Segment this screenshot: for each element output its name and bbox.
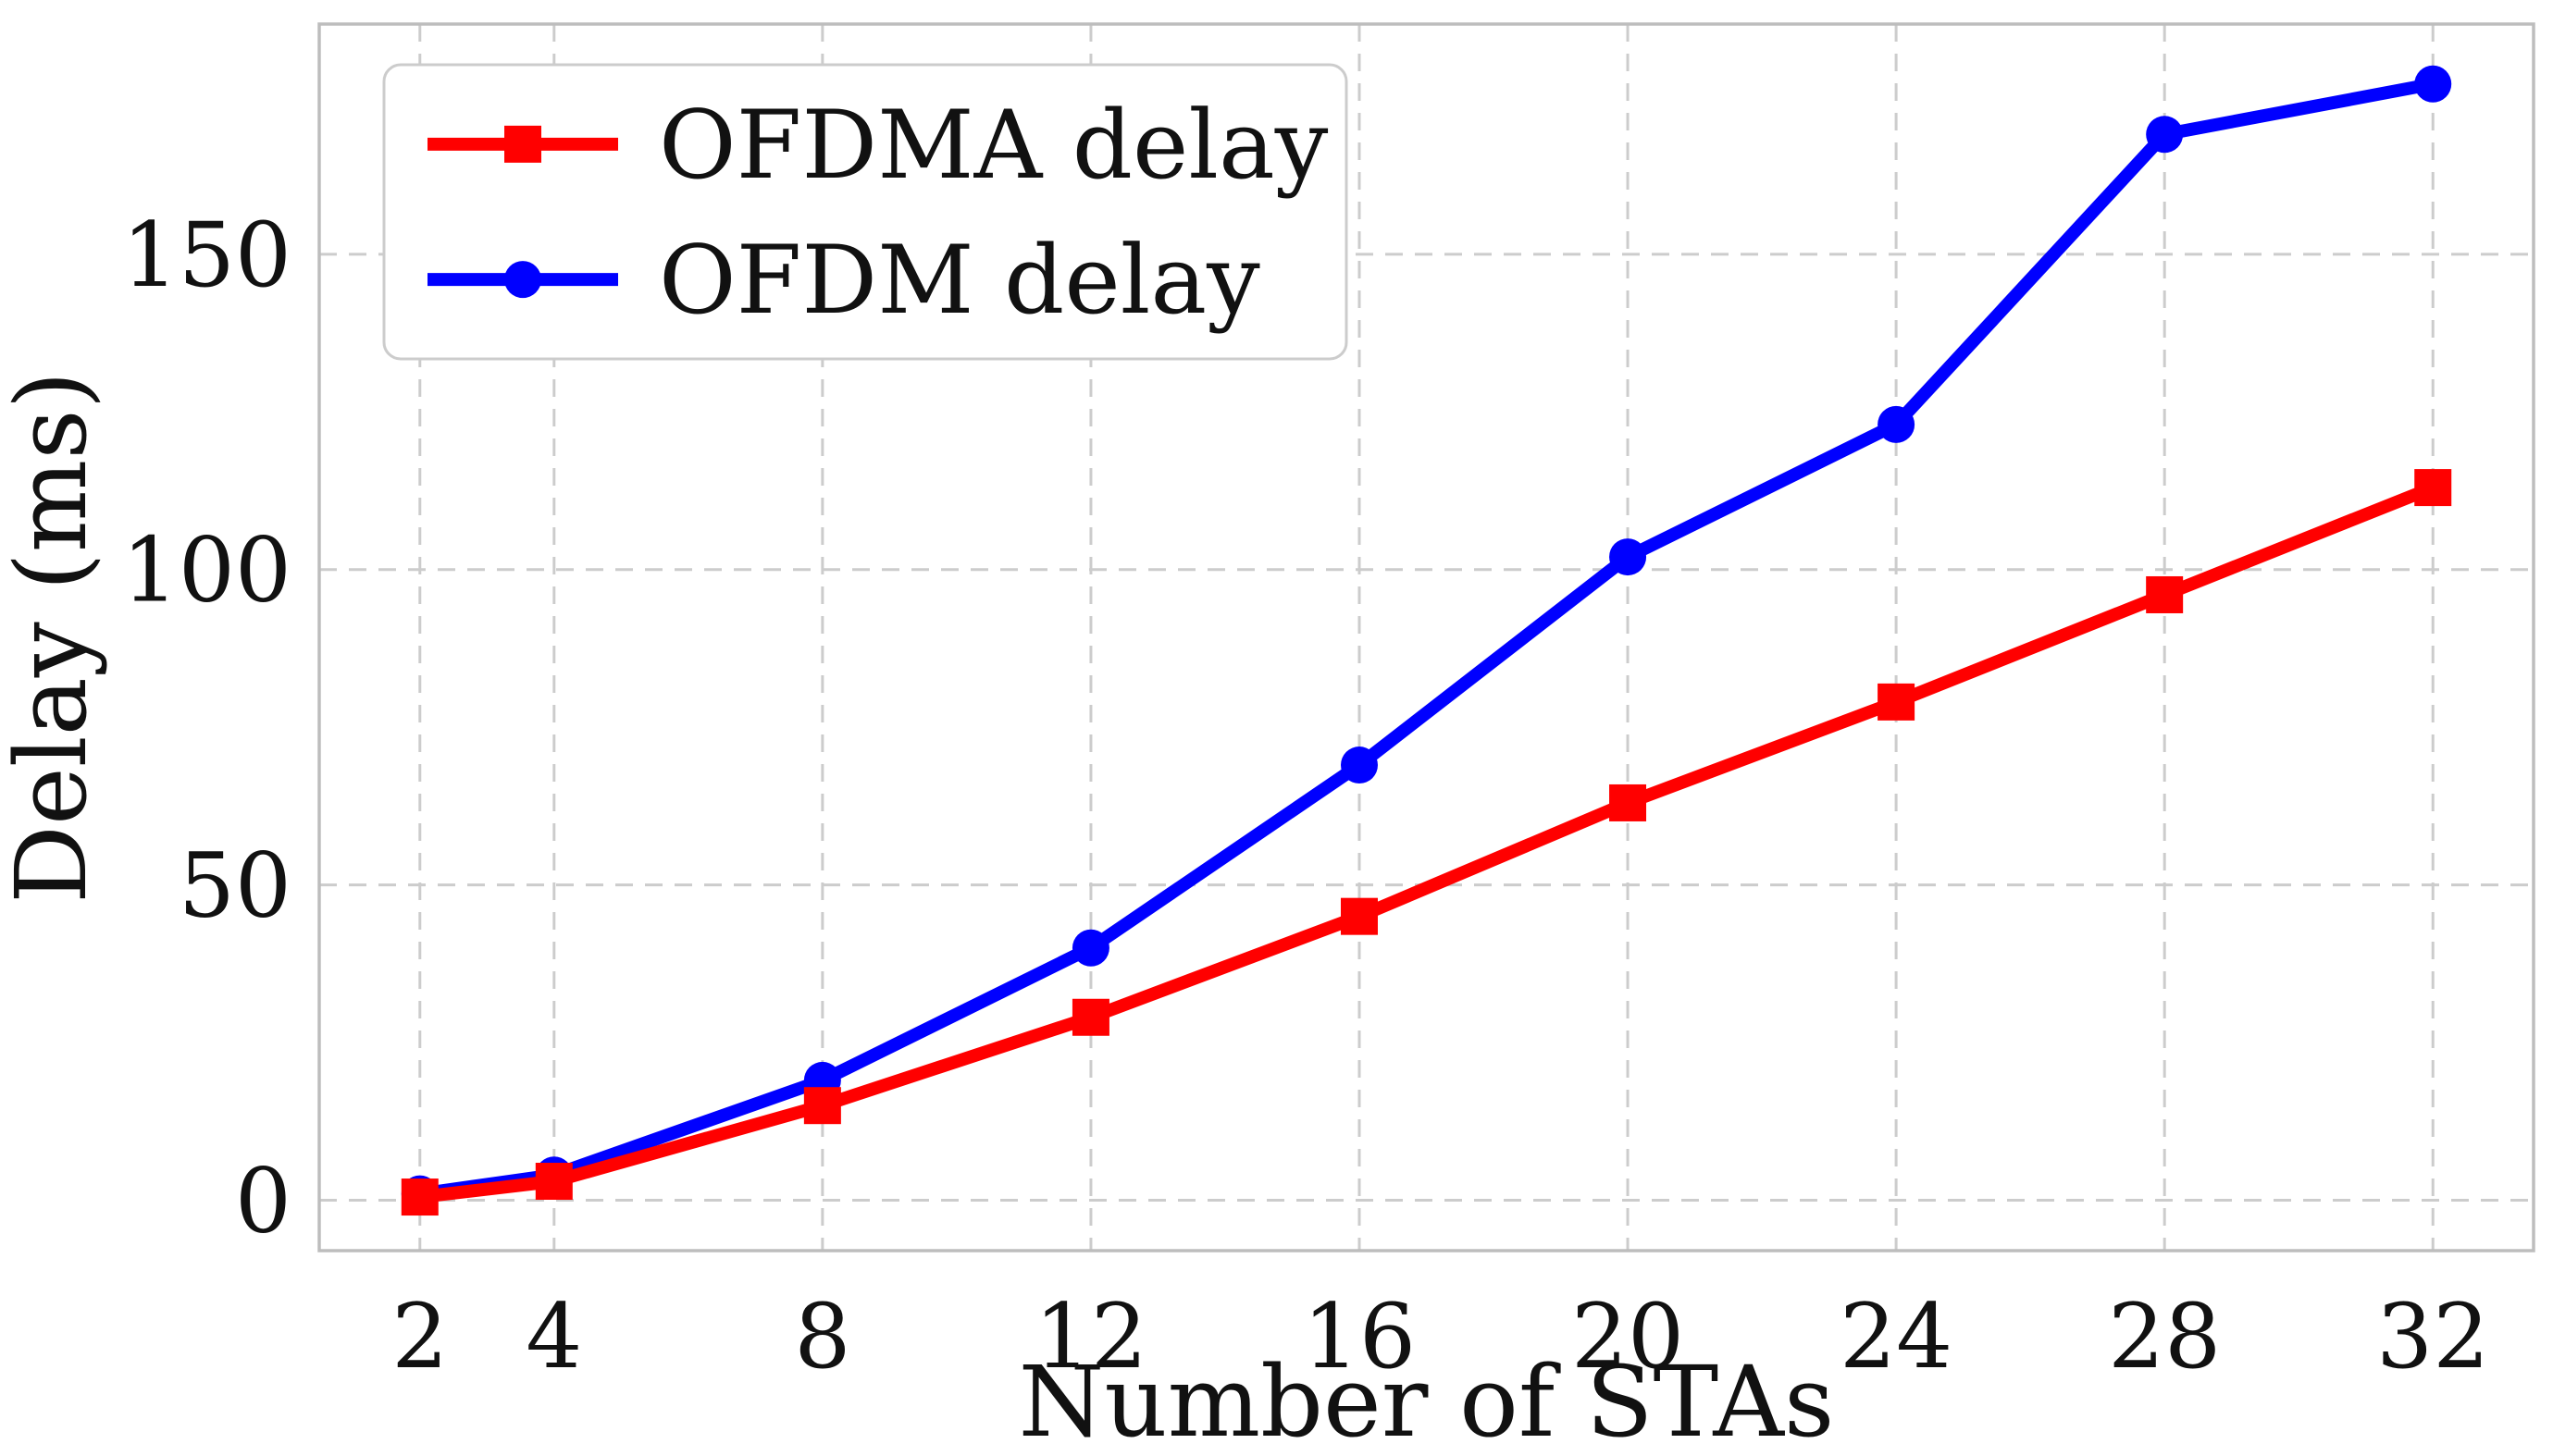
- legend-square-marker-icon: [504, 125, 541, 163]
- y-axis-label: Delay (ms): [0, 371, 108, 904]
- data-point-marker-ofdma-delay: [1609, 784, 1647, 821]
- data-point-marker-ofdm-delay: [1340, 747, 1378, 784]
- data-point-marker-ofdm-delay: [1609, 538, 1647, 576]
- data-point-marker-ofdma-delay: [1878, 683, 1915, 721]
- y-tick-label: 100: [122, 519, 291, 623]
- data-point-marker-ofdm-delay: [2146, 116, 2184, 154]
- x-tick-label: 12: [1035, 1285, 1147, 1388]
- data-point-marker-ofdm-delay: [2414, 65, 2452, 103]
- data-point-marker-ofdm-delay: [1072, 929, 1109, 967]
- x-tick-label: 2: [391, 1285, 448, 1388]
- x-tick-label: 4: [526, 1285, 582, 1388]
- x-axis-label: Number of STAs: [1019, 1345, 1835, 1456]
- legend-box: [382, 63, 1348, 361]
- data-point-marker-ofdma-delay: [1340, 897, 1378, 935]
- data-point-marker-ofdma-delay: [2414, 469, 2452, 507]
- x-tick-label: 24: [1840, 1285, 1952, 1388]
- plot-frame: [317, 22, 2535, 1252]
- data-point-marker-ofdma-delay: [535, 1163, 573, 1201]
- data-point-marker-ofdma-delay: [803, 1087, 841, 1125]
- x-tick-label: 28: [2108, 1285, 2221, 1388]
- data-point-marker-ofdm-delay: [1878, 405, 1915, 443]
- legend: OFDMA delay OFDM delay: [382, 63, 1348, 361]
- x-tick-label: 32: [2376, 1285, 2489, 1388]
- legend-item-ofdm-delay: OFDM delay: [428, 226, 1260, 336]
- x-tick-label: 16: [1303, 1285, 1416, 1388]
- y-tick-label: 150: [122, 204, 291, 307]
- legend-item-ofdma-delay: OFDMA delay: [428, 91, 1329, 201]
- data-point-marker-ofdma-delay: [2146, 575, 2184, 613]
- legend-circle-marker-icon: [504, 261, 541, 299]
- y-tick-label: 0: [235, 1149, 291, 1252]
- legend-label: OFDM delay: [659, 226, 1260, 336]
- data-point-marker-ofdma-delay: [1072, 998, 1109, 1036]
- x-tick-label: 20: [1571, 1285, 1684, 1388]
- legend-label: OFDMA delay: [659, 91, 1329, 201]
- series-line-ofdma-delay: [418, 481, 2435, 1204]
- y-tick-label: 50: [179, 834, 291, 938]
- x-tick-label: 8: [794, 1285, 850, 1388]
- data-point-marker-ofdma-delay: [401, 1178, 439, 1216]
